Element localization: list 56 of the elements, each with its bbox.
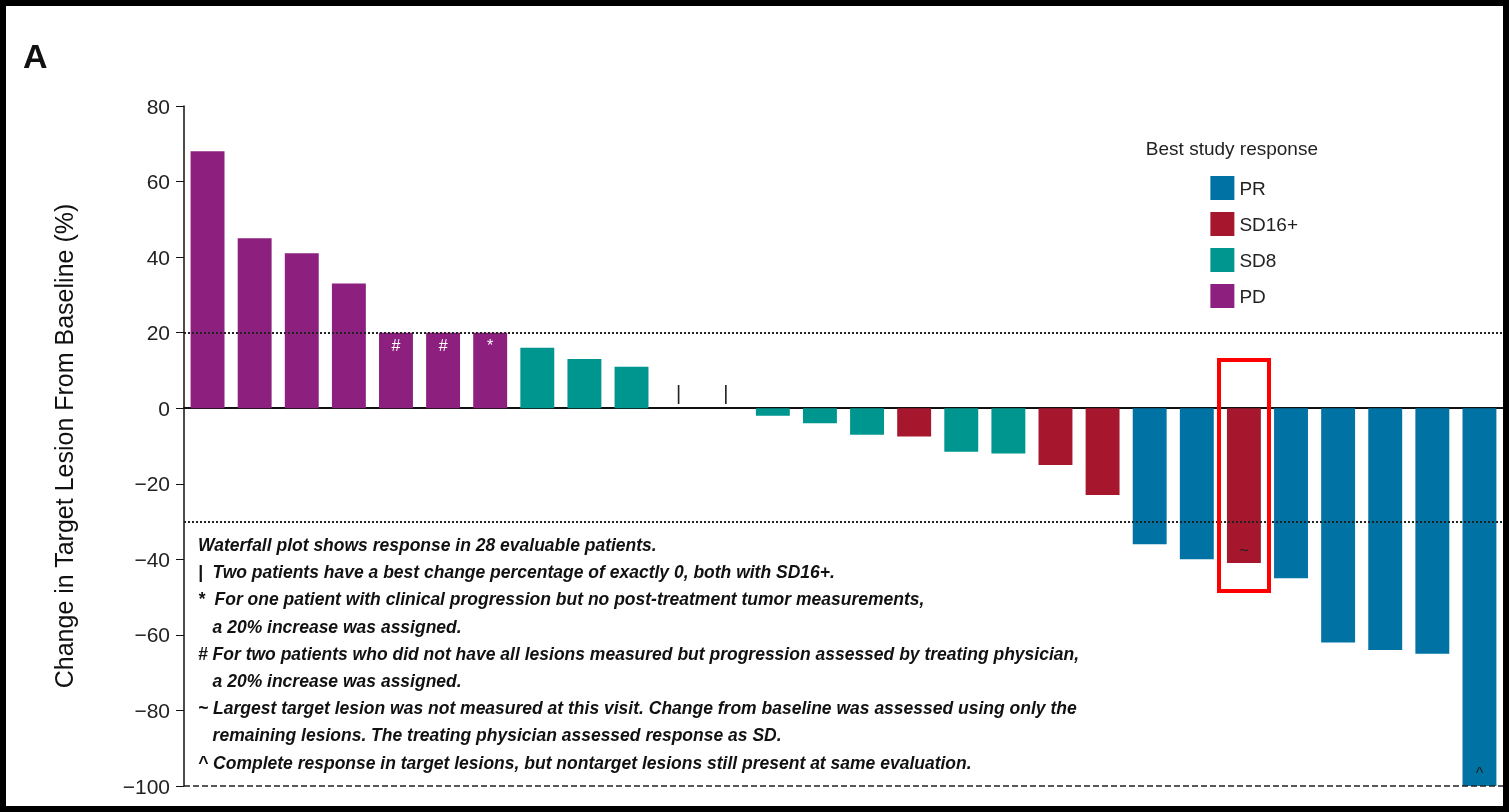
- bar: [1274, 408, 1308, 579]
- y-tick-label: 20: [146, 321, 170, 345]
- y-tick-label: 0: [158, 396, 170, 420]
- legend-label: PD: [1239, 285, 1266, 307]
- bar: [755, 408, 790, 416]
- data-label: |: [723, 382, 729, 405]
- bar: [379, 332, 413, 409]
- y-tick-label: −60: [134, 623, 170, 647]
- bar: [1179, 408, 1214, 560]
- legend-label: SD8: [1239, 249, 1277, 271]
- bar: [850, 408, 885, 435]
- annotation: Waterfall plot shows response in 28 evaluable patients.: [198, 535, 657, 555]
- y-tick-label: 40: [146, 245, 170, 269]
- bar: [1038, 408, 1073, 465]
- data-label: #: [391, 337, 401, 355]
- bar: [284, 253, 319, 409]
- bar: [1321, 408, 1356, 643]
- bar: [426, 332, 461, 409]
- y-tick-label: −100: [122, 774, 170, 798]
- y-axis-title: Change in Target Lesion From Baseline (%): [49, 203, 78, 689]
- bar: [1085, 408, 1120, 496]
- annotation: ^ Complete response in target lesions, but nontarget lesions still present at same evaluation.: [198, 752, 972, 773]
- legend-label: PR: [1239, 177, 1266, 199]
- legend-title: Best study response: [1145, 138, 1319, 159]
- y-tick-label: −20: [134, 472, 170, 496]
- bar: [473, 332, 508, 409]
- bar: [520, 347, 555, 409]
- bar: [991, 408, 1026, 454]
- bar: [1462, 408, 1497, 786]
- y-tick-label: 60: [146, 170, 170, 194]
- data-label: ~: [1239, 541, 1249, 559]
- annotation: * For one patient with clinical progression but no post-treatment tumor measurements, a 20% increase was assigned.: [198, 589, 925, 637]
- bar: [331, 283, 366, 409]
- annotation: ~ Largest target lesion was not measured at this visit. Change from baseline was assessed using only the remaining lesions. The treating physician assessed response as SD.: [198, 698, 1077, 746]
- chart-title: A: [23, 37, 48, 75]
- bar: [1415, 408, 1450, 654]
- data-label: *: [487, 337, 494, 355]
- y-tick-label: −40: [134, 547, 170, 571]
- data-label: ^: [1475, 764, 1484, 782]
- annotation: # For two patients who did not have all lesions measured but progression assessed by treating physician, a 20% increase was assigned.: [198, 643, 1080, 691]
- bar: [802, 408, 837, 424]
- bar: [237, 238, 272, 409]
- bar: [897, 408, 932, 437]
- bar: [614, 366, 649, 409]
- bar: [190, 151, 225, 409]
- y-tick-label: 80: [146, 94, 170, 118]
- bar: [1368, 408, 1403, 650]
- data-label: #: [438, 337, 448, 355]
- bar: [944, 408, 979, 452]
- y-tick-label: −80: [134, 698, 170, 722]
- legend-label: SD16+: [1239, 213, 1298, 235]
- bar: [1132, 408, 1167, 545]
- annotation: | Two patients have a best change percentage of exactly 0, both with SD16+.: [198, 562, 835, 583]
- bar: [1226, 408, 1261, 564]
- data-label: |: [676, 382, 682, 405]
- bar: [567, 359, 602, 409]
